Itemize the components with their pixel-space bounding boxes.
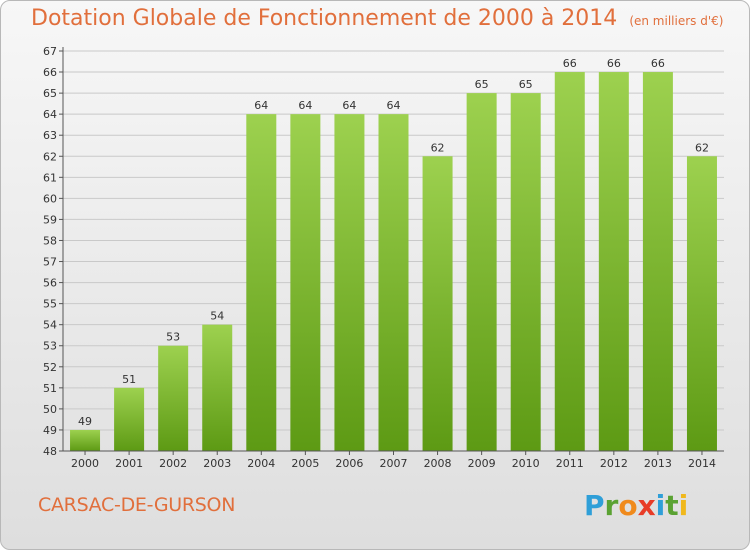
x-tick-label: 2006 [335, 457, 363, 470]
y-tick-label: 52 [43, 361, 57, 374]
brand-letter: i [655, 489, 666, 522]
y-tick-label: 65 [43, 87, 57, 100]
bar [598, 72, 629, 451]
brand-letter: P [584, 489, 605, 522]
bar-value-label: 62 [431, 141, 445, 154]
y-tick-label: 61 [43, 171, 57, 184]
brand-letter: x [637, 489, 656, 522]
bar-value-label: 64 [298, 99, 312, 112]
x-tick-label: 2003 [203, 457, 231, 470]
y-tick-label: 60 [43, 192, 57, 205]
brand-logo: Proxiti [584, 489, 688, 522]
bar-value-label: 54 [210, 310, 224, 323]
bar [70, 429, 101, 451]
bar [158, 345, 189, 451]
bar-value-label: 66 [563, 57, 577, 70]
bar [334, 114, 365, 451]
axes: 48 49 50 51 52 53 54 55 56 57 58 59 60 61 62 63 64 65 66 67… [43, 45, 724, 470]
bar-value-label: 65 [519, 78, 533, 91]
y-tick-label: 63 [43, 129, 57, 142]
x-tick-label: 2001 [115, 457, 143, 470]
bar [290, 114, 321, 451]
bar [554, 72, 585, 451]
bars: 49 51 53 54 64 64 64 64 62 65 65 66 66 66 62 [70, 57, 717, 452]
bar-value-label: 62 [695, 141, 709, 154]
y-tick-label: 53 [43, 340, 57, 353]
brand-letter: r [604, 489, 619, 522]
bar-value-label: 66 [607, 57, 621, 70]
chart-title: Dotation Globale de Fonctionnement de 20… [31, 6, 723, 31]
bar-value-label: 64 [342, 99, 356, 112]
y-tick-label: 66 [43, 66, 57, 79]
commune-name: CARSAC-DE-GURSON [38, 494, 236, 516]
bar-value-label: 53 [166, 331, 180, 344]
bar-value-label: 64 [254, 99, 268, 112]
y-tick-label: 62 [43, 150, 57, 163]
y-tick-label: 57 [43, 256, 57, 269]
x-tick-label: 2007 [380, 457, 408, 470]
y-tick-label: 48 [43, 445, 57, 458]
bar-value-label: 49 [78, 415, 92, 428]
x-tick-label: 2009 [468, 457, 496, 470]
brand-letter: i [678, 489, 689, 522]
x-tick-label: 2010 [512, 457, 540, 470]
y-tick-label: 59 [43, 213, 57, 226]
bar-value-label: 64 [387, 99, 401, 112]
y-tick-label: 56 [43, 277, 57, 290]
chart-unit: (en milliers d'€) [629, 14, 724, 28]
bar [378, 114, 409, 451]
bar-value-label: 66 [651, 57, 665, 70]
x-tick-label: 2005 [291, 457, 319, 470]
x-tick-label: 2012 [600, 457, 628, 470]
x-tick-label: 2008 [424, 457, 452, 470]
y-tick-label: 67 [43, 45, 57, 58]
y-tick-label: 55 [43, 298, 57, 311]
bar [510, 93, 541, 452]
bar-value-label: 51 [122, 373, 136, 386]
x-tick-label: 2014 [688, 457, 716, 470]
y-tick-label: 54 [43, 319, 57, 332]
brand-letter: t [665, 489, 679, 522]
bar [686, 156, 717, 451]
bar [466, 93, 497, 452]
bar [202, 324, 233, 451]
y-tick-label: 49 [43, 424, 57, 437]
x-tick-label: 2002 [159, 457, 187, 470]
bar [642, 72, 673, 451]
x-tick-label: 2013 [644, 457, 672, 470]
y-tick-label: 50 [43, 403, 57, 416]
bar [246, 114, 277, 451]
brand-letter: o [618, 489, 638, 522]
y-tick-label: 51 [43, 382, 57, 395]
y-tick-label: 58 [43, 234, 57, 247]
bar [114, 387, 145, 451]
x-tick-label: 2004 [247, 457, 275, 470]
x-tick-label: 2011 [556, 457, 584, 470]
chart-title-text: Dotation Globale de Fonctionnement de 20… [31, 6, 618, 31]
y-tick-label: 64 [43, 108, 57, 121]
x-tick-label: 2000 [71, 457, 99, 470]
bar [422, 156, 453, 451]
bar-value-label: 65 [475, 78, 489, 91]
